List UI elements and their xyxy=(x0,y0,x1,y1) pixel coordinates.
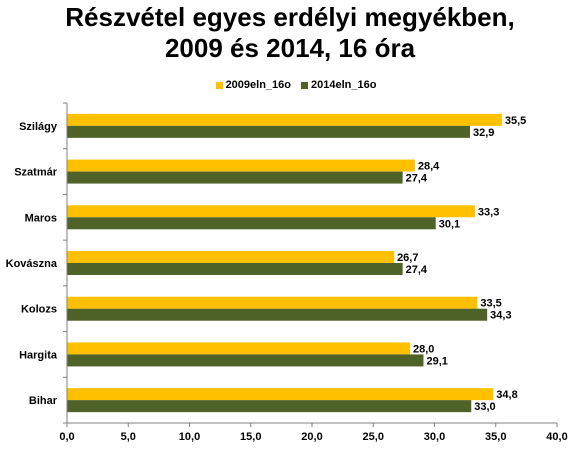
data-label-2014eln_16o-Hargita: 29,1 xyxy=(426,355,447,367)
data-label-2014eln_16o-Szilágy: 32,9 xyxy=(473,127,494,139)
bar-2014eln_16o-Hargita xyxy=(67,354,424,367)
data-label-2009eln_16o-Szatmár: 28,4 xyxy=(418,161,440,173)
data-label-2014eln_16o-Bihar: 33,0 xyxy=(474,401,495,413)
x-tick-label-35,0: 35,0 xyxy=(485,431,506,443)
data-label-2014eln_16o-Szatmár: 27,4 xyxy=(406,173,428,185)
category-label-Szilágy: Szilágy xyxy=(19,121,58,133)
bar-2014eln_16o-Szatmár xyxy=(67,171,403,184)
chart-legend: 2009eln_16o 2014eln_16o xyxy=(0,78,580,92)
bar-2014eln_16o-Kolozs xyxy=(67,308,488,321)
legend-swatch-2009 xyxy=(215,81,223,89)
legend-swatch-2014 xyxy=(301,81,308,89)
bar-2009eln_16o-Bihar xyxy=(67,388,494,401)
bar-2014eln_16o-Kovászna xyxy=(67,263,403,275)
x-tick-label-25,0: 25,0 xyxy=(363,431,384,443)
legend-item-2014: 2014eln_16o xyxy=(301,78,376,92)
bar-2014eln_16o-Maros xyxy=(67,217,436,230)
x-tick-label-40,0: 40,0 xyxy=(546,431,567,443)
data-label-2009eln_16o-Kovászna: 26,7 xyxy=(397,252,418,264)
x-tick-label-15,0: 15,0 xyxy=(240,431,261,443)
data-label-2009eln_16o-Hargita: 28,0 xyxy=(413,343,434,355)
x-tick-label-30,0: 30,0 xyxy=(424,431,445,443)
category-label-Maros: Maros xyxy=(25,212,57,224)
data-label-2009eln_16o-Szilágy: 35,5 xyxy=(505,115,526,127)
bar-2009eln_16o-Szatmár xyxy=(67,159,415,172)
x-tick-label-10,0: 10,0 xyxy=(179,431,200,443)
bar-2009eln_16o-Szilágy xyxy=(67,113,502,126)
bar-2014eln_16o-Szilágy xyxy=(67,125,471,138)
legend-label-2014: 2014eln_16o xyxy=(311,79,377,91)
category-label-Kovászna: Kovászna xyxy=(6,258,58,270)
x-tick-label-20,0: 20,0 xyxy=(301,431,322,443)
bar-2009eln_16o-Hargita xyxy=(67,342,410,355)
bar-2009eln_16o-Maros xyxy=(67,205,475,218)
data-label-2009eln_16o-Bihar: 34,8 xyxy=(496,389,517,401)
data-label-2014eln_16o-Kovászna: 27,4 xyxy=(406,264,428,276)
data-label-2014eln_16o-Maros: 30,1 xyxy=(439,218,460,230)
chart-title-line-1: Részvétel egyes erdélyi megyékben, xyxy=(65,2,515,32)
category-label-Hargita: Hargita xyxy=(19,349,58,361)
bar-2014eln_16o-Bihar xyxy=(67,400,472,413)
chart-title-line-2: 2009 és 2014, 16 óra xyxy=(164,33,416,63)
data-label-2009eln_16o-Maros: 33,3 xyxy=(478,206,499,218)
legend-label-2009: 2009eln_16o xyxy=(225,79,291,91)
data-label-2014eln_16o-Kolozs: 34,3 xyxy=(490,310,511,322)
x-tick-label-5,0: 5,0 xyxy=(121,431,136,443)
category-label-Kolozs: Kolozs xyxy=(21,304,57,316)
x-tick-label-0,0: 0,0 xyxy=(59,431,74,443)
bar-2009eln_16o-Kolozs xyxy=(67,296,478,309)
data-label-2009eln_16o-Kolozs: 33,5 xyxy=(480,298,501,310)
chart-title: Részvétel egyes erdélyi megyékben, 2009 … xyxy=(0,2,580,64)
bar-2009eln_16o-Kovászna xyxy=(67,251,395,263)
category-label-Szatmár: Szatmár xyxy=(14,167,58,179)
legend-item-2009: 2009eln_16o xyxy=(215,78,291,92)
category-label-Bihar: Bihar xyxy=(29,395,58,407)
